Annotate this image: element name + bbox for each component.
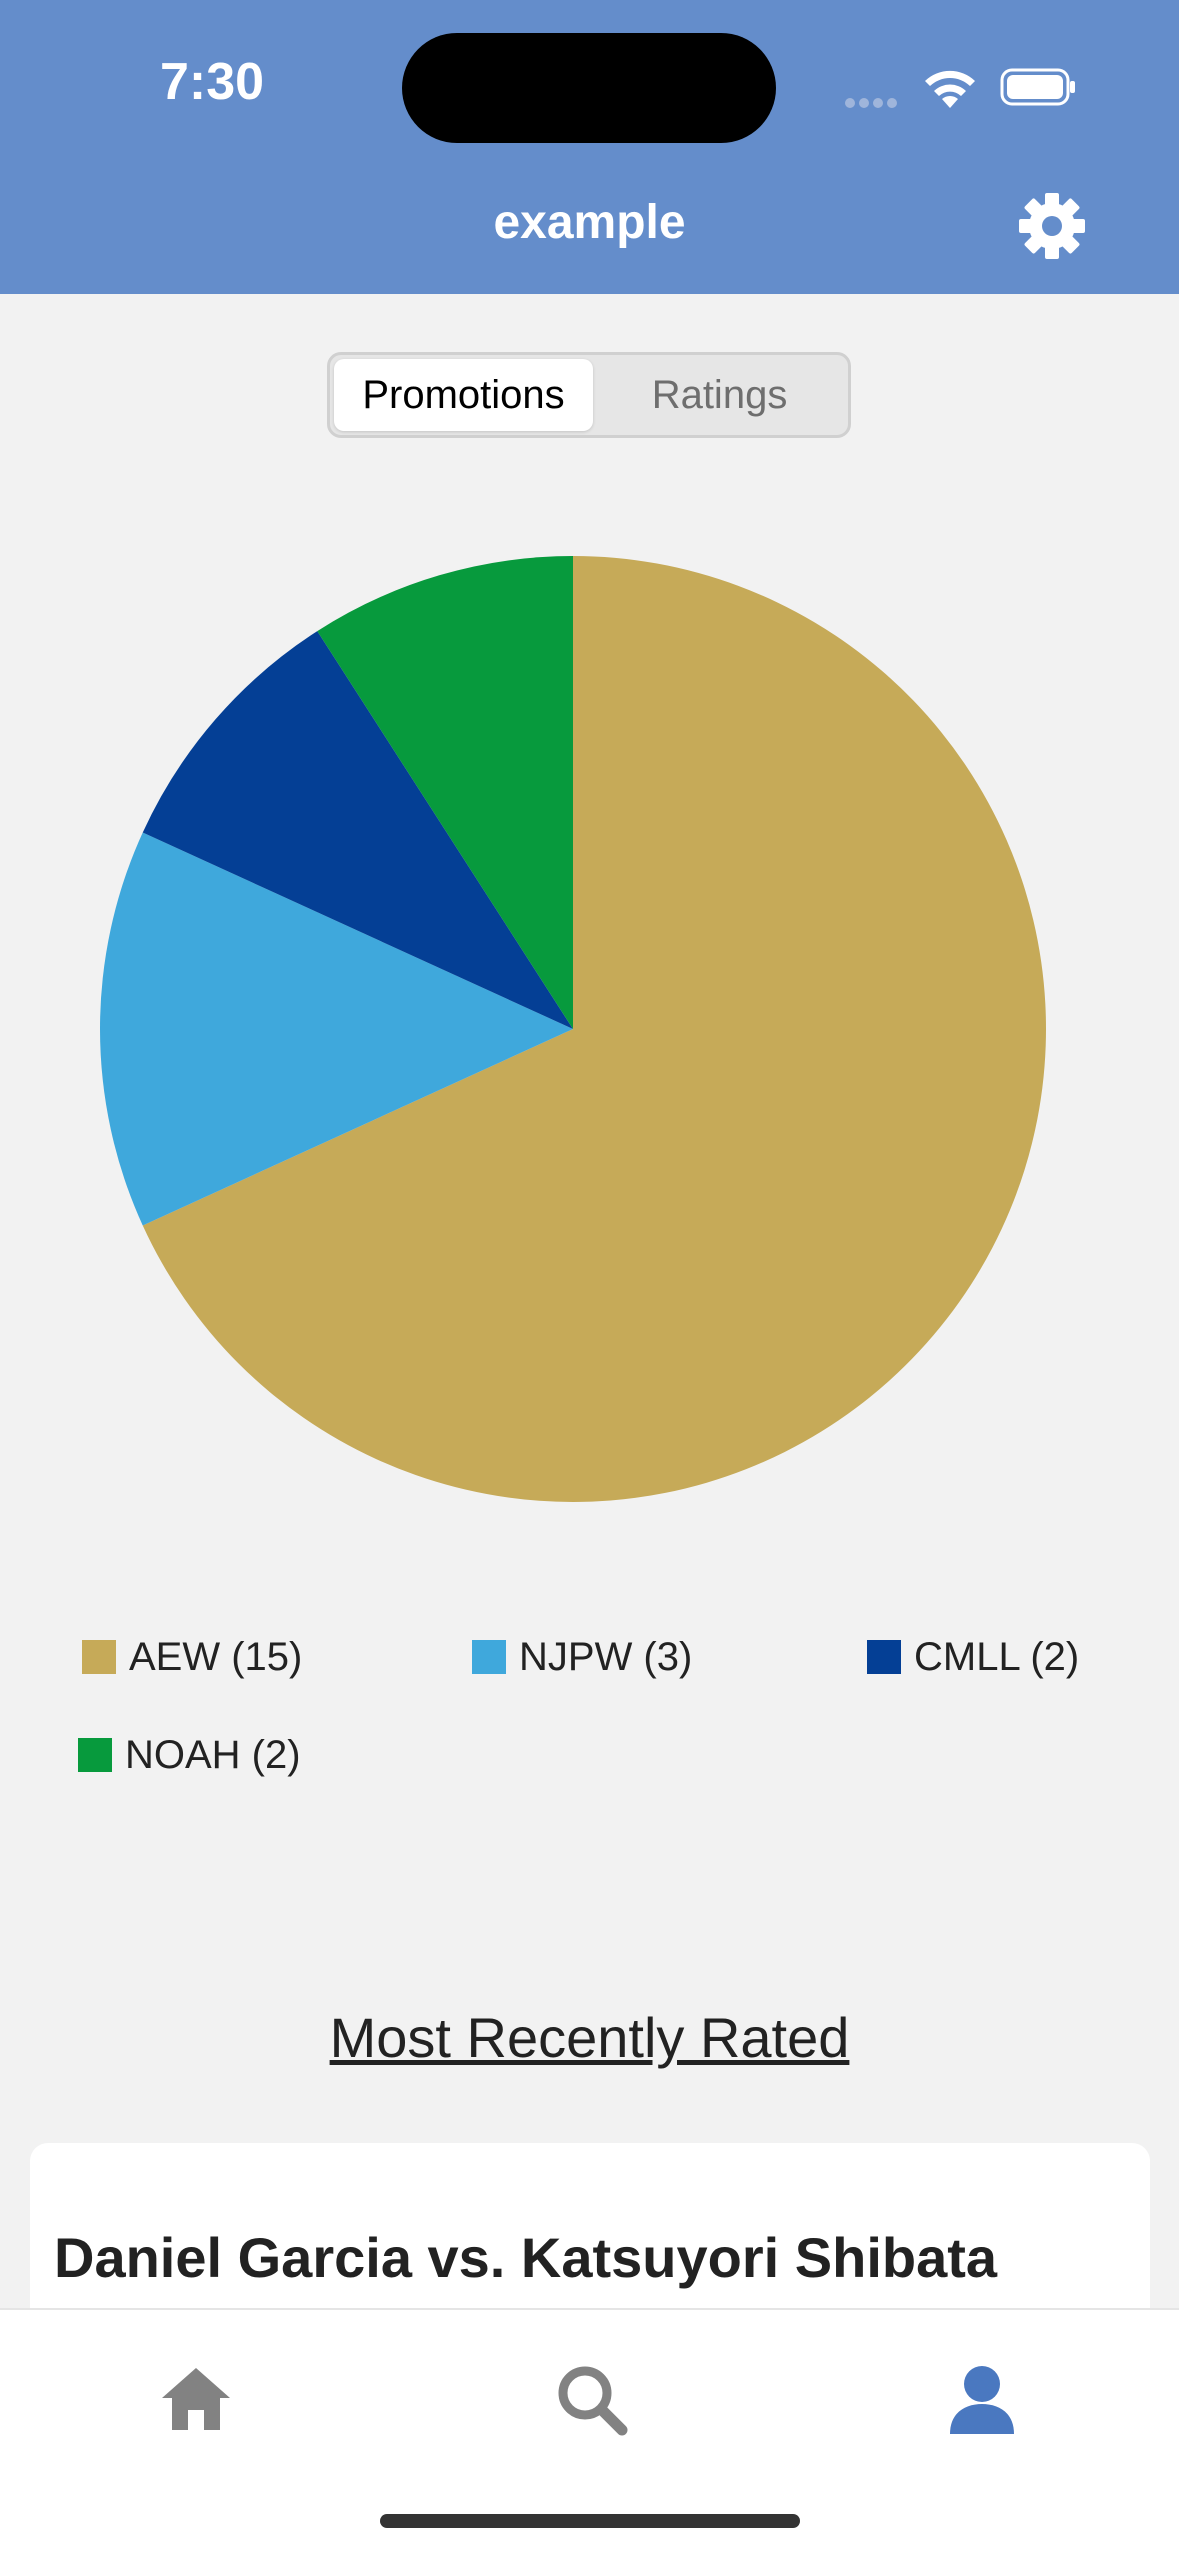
legend-label-cmll: CMLL (2) — [914, 1634, 1080, 1679]
segmented-control: Promotions Ratings — [327, 352, 851, 438]
profile-icon[interactable] — [942, 2360, 1022, 2440]
legend-swatch-aew — [82, 1640, 116, 1674]
search-icon[interactable] — [552, 2360, 632, 2440]
pie-slice-noah — [317, 556, 573, 1029]
home-indicator — [380, 2514, 800, 2528]
legend-label-aew: AEW (15) — [129, 1634, 303, 1679]
status-time: 7:30 — [160, 53, 265, 111]
legend-label-njpw: NJPW (3) — [519, 1634, 693, 1679]
pie-slice-cmll — [142, 631, 573, 1029]
wifi-icon — [925, 70, 975, 108]
legend-item-cmll: CMLL (2) — [867, 1632, 1079, 1682]
app-header: 7:30 example — [0, 0, 1179, 294]
dynamic-island — [402, 33, 776, 143]
legend-item-njpw: NJPW (3) — [472, 1632, 692, 1682]
pie-slice-aew — [142, 556, 1046, 1502]
gear-icon[interactable] — [1018, 192, 1086, 260]
legend-item-aew: AEW (15) — [82, 1632, 302, 1682]
legend-swatch-njpw — [472, 1640, 506, 1674]
section-title: Most Recently Rated — [329, 2006, 850, 2069]
cellular-signal-icon — [845, 95, 905, 108]
pie-slice-njpw — [100, 832, 573, 1226]
match-title: Daniel Garcia vs. Katsuyori Shibata — [54, 2226, 998, 2289]
segment-promotions[interactable]: Promotions — [334, 359, 593, 431]
battery-icon — [1000, 68, 1075, 106]
promotions-pie-chart — [100, 556, 1046, 1502]
segment-ratings[interactable]: Ratings — [651, 373, 788, 417]
page-title: example — [493, 196, 686, 249]
legend-label-noah: NOAH (2) — [125, 1732, 301, 1777]
home-icon[interactable] — [156, 2360, 236, 2440]
legend-swatch-cmll — [867, 1640, 901, 1674]
legend-item-noah: NOAH (2) — [78, 1730, 301, 1780]
legend-swatch-noah — [78, 1738, 112, 1772]
